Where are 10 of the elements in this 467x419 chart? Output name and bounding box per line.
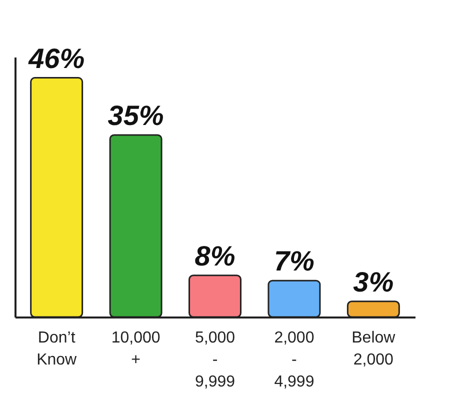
data-label: 35%: [108, 100, 164, 131]
data-label: 3%: [353, 266, 394, 298]
x-tick-label: 2,000 - 4,999: [274, 330, 314, 390]
data-label: 8%: [194, 240, 236, 272]
x-tick-label: Below 2,000: [352, 330, 396, 368]
x-tick-label: 5,000 - 9,999: [194, 330, 236, 390]
x-tick-label: Don’t Know: [36, 330, 78, 368]
data-label: 7%: [274, 246, 315, 277]
x-tick-label: 10,000 +: [111, 330, 160, 368]
data-label: 46%: [28, 42, 85, 74]
